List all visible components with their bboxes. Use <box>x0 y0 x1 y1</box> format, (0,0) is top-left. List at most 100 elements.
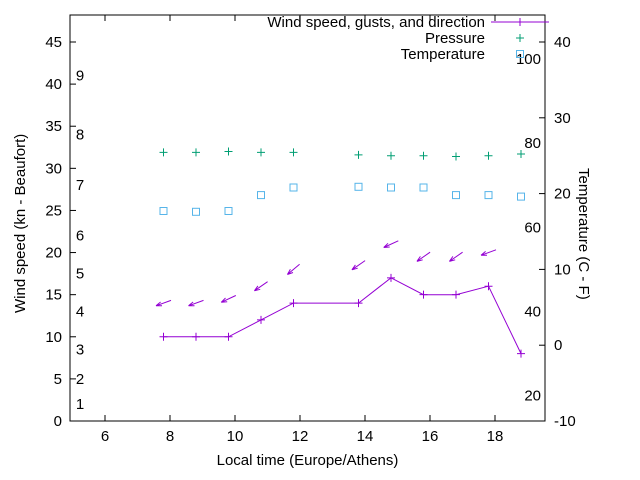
temperature-marker <box>419 183 428 192</box>
wind-speed-marker <box>419 290 428 299</box>
kn-tick-label: 25 <box>45 202 62 219</box>
x-tick-label: 16 <box>422 428 439 445</box>
temperature-marker <box>354 182 363 191</box>
kn-tick-label: 5 <box>54 371 62 388</box>
temperature-marker <box>257 191 265 200</box>
kn-tick-label: 30 <box>45 160 62 177</box>
legend-entry-pressure: Pressure <box>267 29 549 47</box>
kn-tick-label: 0 <box>54 413 62 430</box>
y-axis-right-label: Temperature (C - F) <box>575 168 592 300</box>
temperature-marker <box>224 207 233 215</box>
wind-speed-marker <box>354 299 363 308</box>
beaufort-label: 2 <box>76 371 84 388</box>
beaufort-label: 1 <box>76 396 84 413</box>
gust-direction-arrow <box>188 299 204 307</box>
temperature-marker <box>192 207 200 216</box>
beaufort-label: 6 <box>76 228 84 245</box>
gust-direction-arrow <box>155 299 172 307</box>
wind-speed-marker <box>257 315 265 324</box>
wind-speed-marker <box>387 273 395 282</box>
fahrenheit-label: 60 <box>524 219 541 236</box>
wind-speed-marker <box>224 332 233 341</box>
x-tick-label: 12 <box>292 428 309 445</box>
temperature-marker <box>159 207 168 215</box>
pressure-legend-sample <box>516 34 524 42</box>
temperature-marker <box>517 192 525 201</box>
x-tick-label: 10 <box>227 428 244 445</box>
gust-direction-arrow <box>286 263 300 275</box>
x-tick-label: 14 <box>357 428 374 445</box>
wind-speed-line <box>163 277 522 354</box>
pressure-legend-plus <box>516 34 524 42</box>
wind-speed-marker <box>192 332 200 341</box>
beaufort-label: 4 <box>76 304 84 321</box>
legend-label-temperature: Temperature <box>400 45 485 63</box>
pressure-marker <box>224 147 233 156</box>
gust-direction-arrow <box>448 251 463 262</box>
pressure-marker <box>289 148 298 157</box>
beaufort-label: 7 <box>76 177 84 194</box>
pressure-marker <box>452 152 460 161</box>
temperature-marker <box>484 191 493 200</box>
kn-tick-label: 10 <box>45 329 62 346</box>
wind-speed-marker <box>484 282 493 291</box>
celsius-tick-label: 10 <box>554 261 571 278</box>
pressure-marker <box>159 148 168 157</box>
kn-tick-label: 20 <box>45 245 62 262</box>
legend-label-pressure: Pressure <box>424 29 485 47</box>
celsius-tick-label: 30 <box>554 110 571 127</box>
beaufort-label: 3 <box>76 341 84 358</box>
legend-label-wind-speed: Wind speed, gusts, and direction <box>267 13 485 31</box>
wind-speed-marker <box>159 332 168 341</box>
gust-direction-arrow <box>383 240 399 248</box>
wind-speed-legend-sample <box>491 18 549 26</box>
x-axis-label: Local time (Europe/Athens) <box>216 452 399 469</box>
pressure-marker <box>517 150 525 159</box>
wind-legend-plus <box>516 18 524 26</box>
temperature-marker <box>387 183 395 192</box>
legend-entry-temperature: Temperature <box>267 45 549 63</box>
legend-entry-wind-speed: Wind speed, gusts, and direction <box>267 13 549 31</box>
wind-speed-marker <box>517 349 525 358</box>
gust-direction-arrow <box>480 249 497 256</box>
celsius-tick-label: 0 <box>554 337 562 354</box>
pressure-marker <box>484 151 493 160</box>
legend: Wind speed, gusts, and direction Pressur… <box>267 13 549 63</box>
pressure-marker <box>354 150 363 159</box>
celsius-tick-label: -10 <box>554 413 576 430</box>
kn-tick-label: 40 <box>45 76 62 93</box>
beaufort-label: 9 <box>76 68 84 85</box>
y-axis-left-label: Wind speed (kn - Beaufort) <box>12 133 29 313</box>
pressure-marker <box>419 151 428 160</box>
wind-speed-marker <box>452 290 460 299</box>
x-tick-label: 6 <box>101 428 109 445</box>
kn-tick-label: 15 <box>45 287 62 304</box>
x-tick-label: 18 <box>487 428 504 445</box>
fahrenheit-label: 20 <box>524 388 541 405</box>
temperature-legend-sample <box>516 50 524 58</box>
wind-speed-marker <box>289 299 298 308</box>
kn-tick-label: 45 <box>45 34 62 51</box>
celsius-tick-label: 40 <box>554 34 571 51</box>
plot-border <box>69 14 546 422</box>
celsius-tick-label: 20 <box>554 186 571 203</box>
beaufort-label: 8 <box>76 127 84 144</box>
pressure-marker <box>257 148 265 157</box>
temperature-marker <box>452 191 460 200</box>
gust-direction-arrow <box>253 281 268 292</box>
kn-tick-label: 35 <box>45 118 62 135</box>
gust-direction-arrow <box>416 251 431 262</box>
pressure-marker <box>387 151 395 160</box>
x-tick-label: 8 <box>166 428 174 445</box>
temperature-marker <box>289 183 298 192</box>
gust-direction-arrow <box>351 260 366 271</box>
temperature-legend-square <box>516 50 524 58</box>
fahrenheit-label: 40 <box>524 304 541 321</box>
fahrenheit-label: 100 <box>516 51 541 68</box>
gust-direction-arrow <box>220 295 237 303</box>
pressure-marker <box>192 148 200 157</box>
fahrenheit-label: 80 <box>524 135 541 152</box>
beaufort-label: 5 <box>76 266 84 283</box>
